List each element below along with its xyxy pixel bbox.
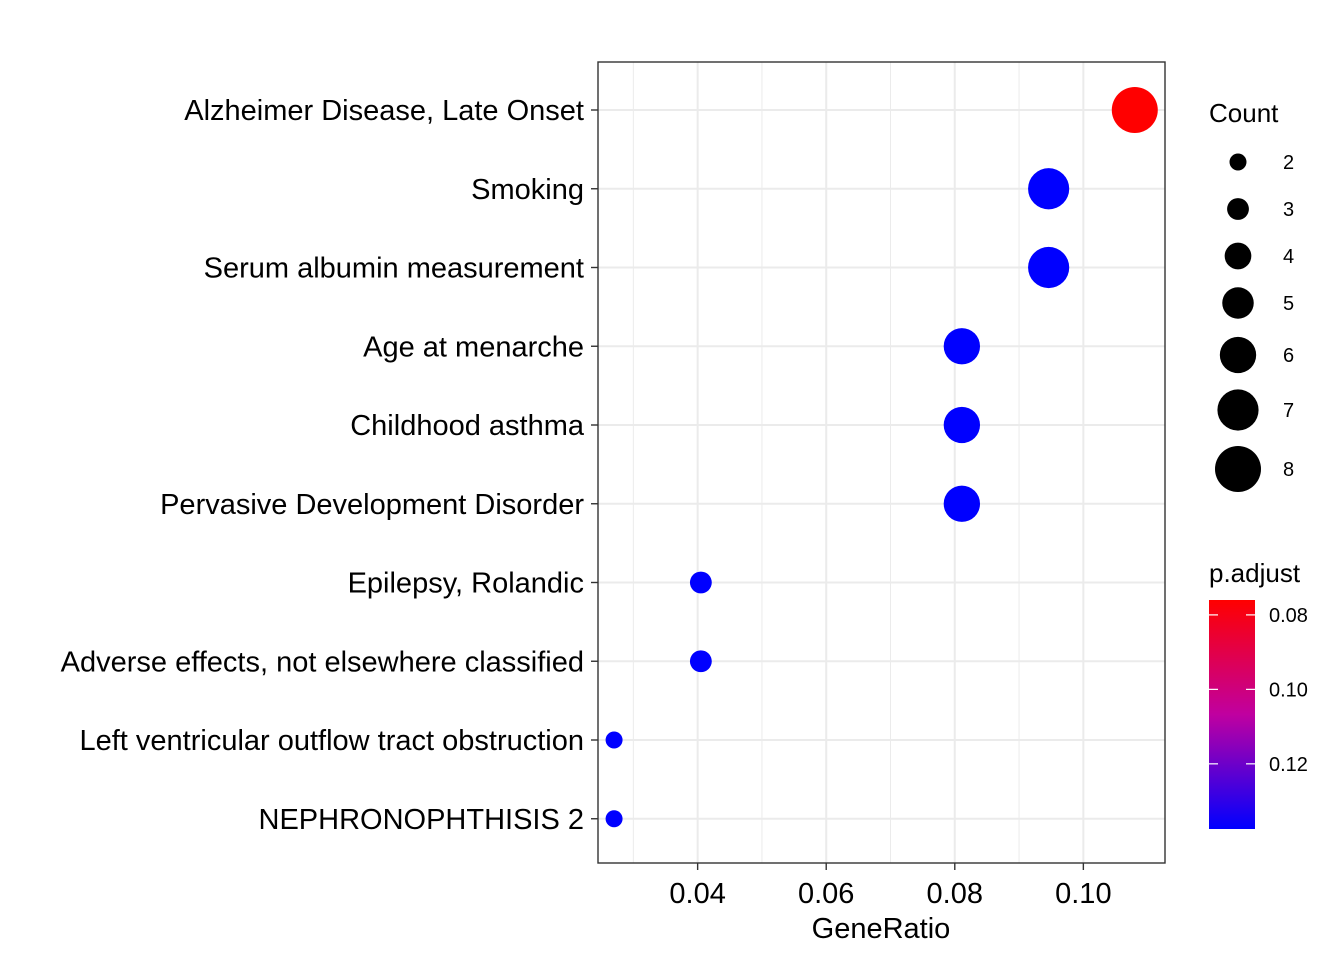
count-legend-label: 5 xyxy=(1283,293,1294,315)
y-tick-label: Pervasive Development Disorder xyxy=(160,489,584,521)
p-adjust-tick-label: 0.08 xyxy=(1269,605,1308,627)
count-legend-symbol xyxy=(1227,198,1249,220)
data-point xyxy=(943,328,981,365)
data-point xyxy=(605,731,623,749)
count-legend-label: 4 xyxy=(1283,246,1294,268)
panel-border xyxy=(597,61,1166,864)
y-tick-label: Serum albumin measurement xyxy=(204,253,584,285)
data-point xyxy=(1028,246,1070,289)
data-points xyxy=(605,87,1158,828)
y-tick-label: Alzheimer Disease, Late Onset xyxy=(184,95,584,127)
count-legend: Count 2 3 4 5 6 7 8 xyxy=(1209,98,1294,492)
y-tick-label: Epilepsy, Rolandic xyxy=(348,568,584,600)
p-adjust-legend: p.adjust 0.08 0.10 0.12 xyxy=(1209,558,1308,829)
p-adjust-tick-label: 0.12 xyxy=(1269,754,1308,776)
x-tick-label: 0.06 xyxy=(798,878,854,910)
count-legend-label: 7 xyxy=(1283,400,1294,422)
data-point xyxy=(943,485,981,522)
count-legend-symbol xyxy=(1215,446,1261,492)
y-tick-label: NEPHRONOPHTHISIS 2 xyxy=(259,804,585,836)
count-legend-label: 2 xyxy=(1283,152,1294,174)
count-legend-label: 3 xyxy=(1283,199,1294,221)
data-point xyxy=(605,810,623,828)
y-axis: Alzheimer Disease, Late Onset Smoking Seru… xyxy=(61,95,598,836)
x-tick-label: 0.10 xyxy=(1055,878,1111,910)
count-legend-symbol xyxy=(1219,336,1257,374)
p-adjust-colorbar xyxy=(1209,600,1255,829)
data-point xyxy=(943,406,981,444)
data-point xyxy=(1111,87,1158,133)
p-adjust-legend-title: p.adjust xyxy=(1209,558,1301,588)
y-tick-label: Smoking xyxy=(471,174,584,206)
count-legend-symbol xyxy=(1224,242,1252,270)
data-point xyxy=(1028,168,1070,210)
x-axis-title: GeneRatio xyxy=(812,913,951,945)
y-tick-label: Adverse effects, not elsewhere classifie… xyxy=(61,646,584,678)
y-tick-label: Left ventricular outflow tract obstructi… xyxy=(79,725,584,757)
count-legend-label: 8 xyxy=(1283,459,1294,481)
p-adjust-tick-label: 0.10 xyxy=(1269,679,1308,701)
data-point xyxy=(689,650,712,673)
count-legend-symbol xyxy=(1217,389,1259,431)
count-legend-label: 6 xyxy=(1283,345,1294,367)
data-point xyxy=(689,571,712,594)
y-tick-label: Childhood asthma xyxy=(350,410,585,442)
x-tick-label: 0.08 xyxy=(927,878,983,910)
count-legend-symbol xyxy=(1229,153,1247,171)
x-tick-label: 0.04 xyxy=(669,878,725,910)
count-legend-symbol xyxy=(1222,287,1254,319)
count-legend-title: Count xyxy=(1209,98,1279,128)
y-tick-label: Age at menarche xyxy=(363,331,584,363)
grid xyxy=(598,62,1165,863)
x-axis: 0.04 0.06 0.08 0.10 xyxy=(669,863,1112,910)
